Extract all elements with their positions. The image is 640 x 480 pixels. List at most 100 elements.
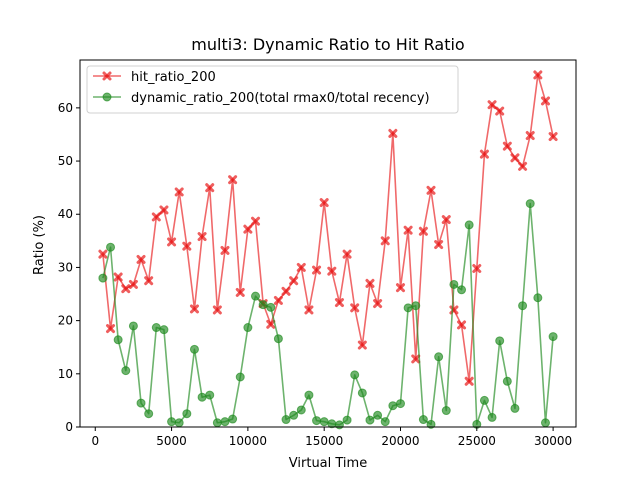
series-layer — [98, 70, 558, 430]
data-point — [395, 399, 405, 409]
data-point-stroke — [98, 249, 108, 259]
data-point-stroke — [365, 278, 375, 288]
data-point — [380, 236, 390, 246]
data-point — [457, 285, 467, 295]
data-point-stroke — [518, 161, 528, 171]
data-point — [228, 175, 238, 185]
data-point — [243, 323, 253, 333]
y-tick-label: 60 — [58, 101, 73, 115]
data-point-stroke — [388, 128, 398, 138]
data-point — [205, 390, 215, 400]
data-point — [273, 334, 283, 344]
data-point — [144, 276, 154, 286]
data-point-stroke — [327, 266, 337, 276]
data-point — [502, 141, 512, 151]
data-point-stroke — [457, 320, 467, 330]
data-point — [189, 344, 199, 354]
data-point — [113, 272, 123, 282]
data-point — [296, 262, 306, 272]
data-point — [121, 284, 131, 294]
data-point — [449, 279, 459, 289]
legend-label: hit_ratio_200 — [131, 70, 216, 85]
data-point — [525, 131, 535, 141]
data-point — [167, 237, 177, 247]
x-tick-label: 5000 — [156, 434, 187, 448]
legend-entry: dynamic_ratio_200(total rmax0/total rece… — [93, 91, 430, 106]
data-point — [464, 376, 474, 386]
data-point — [281, 286, 291, 296]
data-point — [525, 199, 535, 209]
data-point-stroke — [533, 70, 543, 80]
x-axis-label: Virtual Time — [289, 456, 367, 471]
plot-area — [79, 59, 577, 430]
x-tick-label: 10000 — [229, 434, 267, 448]
data-point-stroke — [464, 376, 474, 386]
data-point-stroke — [182, 241, 192, 251]
data-point — [418, 415, 428, 425]
axes-frame — [79, 59, 577, 428]
data-point — [342, 415, 352, 425]
data-point-stroke — [312, 265, 322, 275]
data-point — [540, 96, 550, 106]
data-point — [144, 409, 154, 419]
data-point — [220, 245, 230, 255]
data-point-stroke — [525, 131, 535, 141]
data-point — [182, 409, 192, 419]
data-point-stroke — [289, 276, 299, 286]
data-point — [197, 392, 207, 402]
data-point — [312, 265, 322, 275]
data-point-stroke — [296, 262, 306, 272]
data-point — [182, 241, 192, 251]
data-point — [518, 161, 528, 171]
data-point — [102, 92, 112, 102]
data-point — [434, 352, 444, 362]
data-point — [502, 376, 512, 386]
data-point-stroke — [395, 283, 405, 293]
y-tick-label: 0 — [65, 420, 73, 434]
data-point — [167, 417, 177, 427]
legend-label: dynamic_ratio_200(total rmax0/total rece… — [131, 91, 430, 106]
data-point — [479, 395, 489, 405]
x-tick-label: 15000 — [305, 434, 343, 448]
data-point-stroke — [212, 305, 222, 315]
data-point — [319, 417, 329, 427]
data-point-stroke — [197, 232, 207, 242]
data-point — [235, 287, 245, 297]
data-point-stroke — [251, 216, 261, 226]
data-point-stroke — [228, 175, 238, 185]
data-point-stroke — [441, 215, 451, 225]
data-point-stroke — [121, 284, 131, 294]
data-point-stroke — [220, 245, 230, 255]
data-point — [251, 216, 261, 226]
data-point — [106, 242, 116, 252]
data-point-stroke — [495, 106, 505, 116]
data-point — [102, 71, 112, 81]
y-tick-label: 10 — [58, 367, 73, 381]
data-point — [312, 416, 322, 426]
data-point — [472, 263, 482, 273]
data-point — [174, 187, 184, 197]
legend-entry: hit_ratio_200 — [93, 70, 216, 85]
data-point — [197, 232, 207, 242]
data-point-stroke — [426, 185, 436, 195]
data-point — [365, 278, 375, 288]
data-point-stroke — [266, 319, 276, 329]
data-point — [426, 419, 436, 429]
data-point — [380, 417, 390, 427]
data-point — [441, 406, 451, 416]
data-point-stroke — [136, 254, 146, 264]
data-point — [365, 415, 375, 425]
data-point-stroke — [174, 187, 184, 197]
data-point — [342, 249, 352, 259]
x-tick-label: 20000 — [381, 434, 419, 448]
data-point — [403, 225, 413, 235]
data-point — [403, 303, 413, 313]
data-point-stroke — [487, 100, 497, 110]
data-point-stroke — [334, 298, 344, 308]
data-point — [334, 298, 344, 308]
data-point — [495, 106, 505, 116]
data-point — [327, 266, 337, 276]
data-point-stroke — [144, 276, 154, 286]
data-point-stroke — [479, 149, 489, 159]
data-point — [487, 100, 497, 110]
